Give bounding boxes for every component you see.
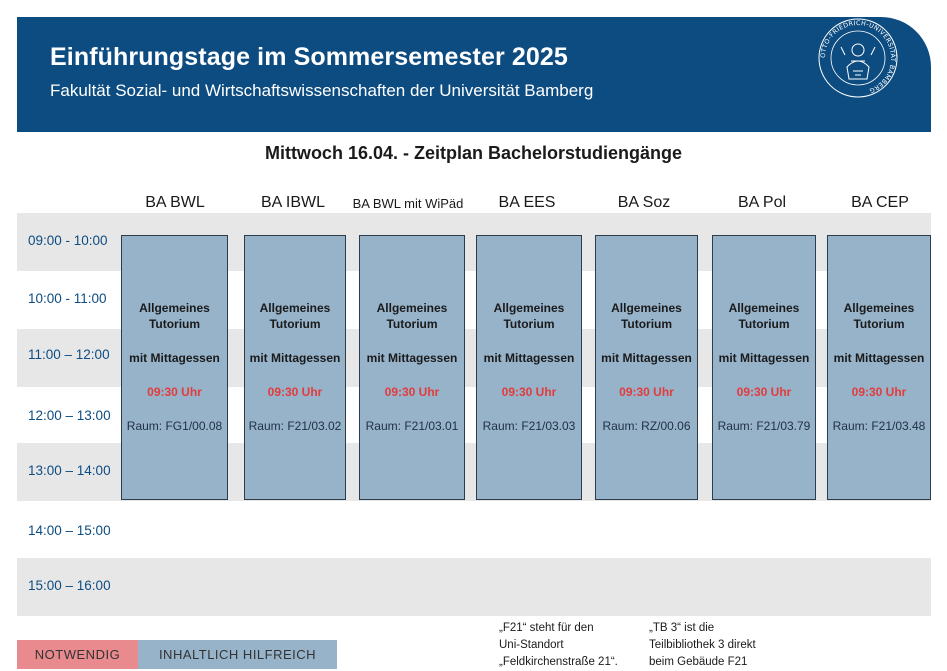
header-subtitle: Fakultät Sozial- und Wirtschaftswissensc… <box>50 81 594 100</box>
block-time: 09:30 Uhr <box>619 385 674 399</box>
time-label: 10:00 - 11:00 <box>28 291 107 306</box>
block-time: 09:30 Uhr <box>851 385 907 399</box>
block-title: Allgemeines Tutorium <box>493 301 565 331</box>
schedule-block-ba-ibwl: Allgemeines Tutorium mit Mittagessen 09:… <box>244 235 346 500</box>
block-subtitle: mit Mittagessen <box>366 351 458 365</box>
column-header-ba-bwl-wipaed: BA BWL mit WiPäd <box>352 196 464 211</box>
block-room: Raum: F21/03.79 <box>717 419 811 433</box>
note-f21: „F21“ steht für den Uni-Standort „Feldki… <box>499 620 618 671</box>
block-title: Allgemeines Tutorium <box>843 301 915 331</box>
block-subtitle: mit Mittagessen <box>483 351 575 365</box>
schedule-block-ba-bwl: Allgemeines Tutorium mit Mittagessen 09:… <box>121 235 228 500</box>
block-room: Raum: F21/03.48 <box>832 419 926 433</box>
time-band <box>17 558 931 616</box>
column-header-ba-bwl: BA BWL <box>145 194 205 211</box>
block-room: Raum: F21/03.02 <box>248 419 342 433</box>
column-header-ba-ibwl: BA IBWL <box>260 194 326 211</box>
block-time: 09:30 Uhr <box>384 385 440 399</box>
header-banner: Einführungstage im Sommersemester 2025 F… <box>17 17 931 132</box>
time-label: 15:00 – 16:00 <box>28 578 111 593</box>
schedule-block-ba-cep: Allgemeines Tutorium mit Mittagessen 09:… <box>827 235 931 500</box>
block-subtitle: mit Mittagessen <box>129 351 220 365</box>
note-line: Teilbibliothek 3 direkt <box>649 639 756 651</box>
page-title: Mittwoch 16.04. - Zeitplan Bachelorstudi… <box>264 143 683 163</box>
time-label: 13:00 – 14:00 <box>28 463 111 478</box>
time-label: 09:00 - 10:00 <box>28 233 108 248</box>
block-time: 09:30 Uhr <box>147 385 202 399</box>
block-time: 09:30 Uhr <box>501 385 557 399</box>
column-header-ba-pol: BA Pol <box>737 194 787 211</box>
schedule-block-ba-pol: Allgemeines Tutorium mit Mittagessen 09:… <box>712 235 816 500</box>
block-subtitle: mit Mittagessen <box>601 351 692 365</box>
block-title: Allgemeines Tutorium <box>139 301 210 331</box>
block-title: Allgemeines Tutorium <box>611 301 682 331</box>
column-header-ba-ees: BA EES <box>498 194 556 211</box>
note-line: beim Gebäude F21 <box>649 656 748 668</box>
block-time: 09:30 Uhr <box>267 385 323 399</box>
block-subtitle: mit Mittagessen <box>833 351 925 365</box>
legend-required: NOTWENDIG <box>17 640 138 669</box>
note-line: „Feldkirchenstraße 21“. <box>499 656 618 668</box>
time-label: 14:00 – 15:00 <box>28 523 111 538</box>
block-title: Allgemeines Tutorium <box>376 301 448 331</box>
legend-helpful: INHALTLICH HILFREICH <box>138 640 337 669</box>
header-title: Einführungstage im Sommersemester 2025 <box>50 43 568 71</box>
time-label: 12:00 – 13:00 <box>28 408 111 423</box>
block-time: 09:30 Uhr <box>736 385 792 399</box>
note-line: „F21“ steht für den <box>499 622 594 634</box>
block-title: Allgemeines Tutorium <box>728 301 800 331</box>
note-tb3: „TB 3“ ist die Teilbibliothek 3 direkt b… <box>649 620 756 671</box>
time-label: 11:00 – 12:00 <box>28 347 110 362</box>
schedule-block-ba-ees: Allgemeines Tutorium mit Mittagessen 09:… <box>476 235 582 500</box>
schedule-block-ba-soz: Allgemeines Tutorium mit Mittagessen 09:… <box>595 235 698 500</box>
block-room: Raum: F21/03.03 <box>482 419 576 433</box>
column-header-ba-soz: BA Soz <box>617 194 671 211</box>
block-title: Allgemeines Tutorium <box>259 301 331 331</box>
block-room: Raum: FG1/00.08 <box>126 419 223 433</box>
note-line: „TB 3“ ist die <box>649 622 715 634</box>
block-room: Raum: F21/03.01 <box>365 419 459 433</box>
note-line: Uni-Standort <box>499 639 564 651</box>
schedule-block-ba-bwl-wipaed: Allgemeines Tutorium mit Mittagessen 09:… <box>359 235 465 500</box>
university-seal-icon: OTTO-FRIEDRICH-UNIVERSITÄT BAMBERG <box>818 18 898 98</box>
block-room: Raum: RZ/00.06 <box>602 419 691 433</box>
block-subtitle: mit Mittagessen <box>718 351 810 365</box>
column-header-ba-cep: BA CEP <box>851 194 909 211</box>
block-subtitle: mit Mittagessen <box>249 351 341 365</box>
